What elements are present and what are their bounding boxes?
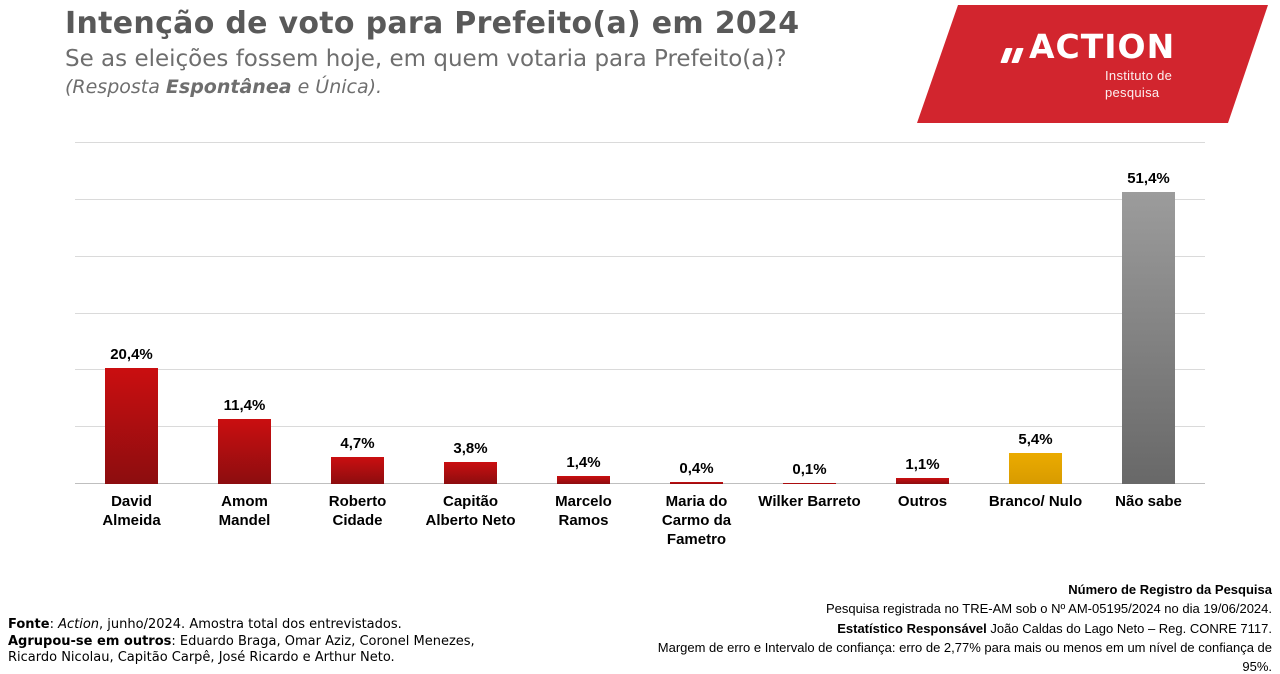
category-label: Roberto Cidade <box>328 493 387 529</box>
source-institute: Action <box>58 617 100 632</box>
gridline <box>75 369 1205 371</box>
source-label: Fonte <box>8 617 50 632</box>
registration-number-line: Pesquisa registrada no TRE-AM sob o Nº A… <box>825 601 1272 617</box>
source-rest: , junho/2024. Amostra total dos entrevis… <box>99 617 402 632</box>
gridline <box>75 312 1205 314</box>
gridline <box>75 426 1205 428</box>
bar <box>444 462 497 484</box>
statistician-name: João Caldas do Lago Neto – Reg. CONRE 71… <box>986 620 1272 636</box>
bar-value-label: 3,8% <box>453 440 488 458</box>
category-label: Maria do Carmo da Fametro <box>661 493 732 548</box>
grouped-others-line: Agrupou-se em outros: Eduardo Braga, Oma… <box>8 634 568 651</box>
gridline <box>75 255 1205 257</box>
grouped-others-label: Agrupou-se em outros <box>8 633 172 649</box>
bar-value-label: 0,1% <box>792 461 827 479</box>
category-label: Marcelo Ramos <box>555 493 612 529</box>
bar-value-label: 0,4% <box>679 459 714 477</box>
plot-area: 20,4% 11,4% 4,7% 3,8% 1,4% 0,4% 0,1% 1,1% 5,4% 51… <box>75 142 1205 484</box>
category-label: David Almeida <box>102 493 161 529</box>
x-axis-line <box>75 483 1205 484</box>
bar <box>783 483 836 484</box>
bar-value-label: 11,4% <box>223 397 266 415</box>
note-bold: Espontânea <box>165 76 292 98</box>
bar <box>331 457 384 484</box>
category-label: Amom Mandel <box>218 493 271 529</box>
bar-value-label: 51,4% <box>1127 169 1170 187</box>
gridline <box>75 142 1205 143</box>
bar <box>1009 453 1062 484</box>
action-logo: ACTION Instituto de pesquisa <box>917 5 1268 123</box>
statistician-line: Estatístico Responsável João Caldas do L… <box>632 619 1272 638</box>
category-label: Wilker Barreto <box>758 493 861 510</box>
logo-tagline: Instituto de pesquisa <box>1105 68 1173 100</box>
bar <box>218 419 271 484</box>
footer-registration: Número de Registro da Pesquisa Pesquisa … <box>632 580 1272 674</box>
grouped-others-names-1: : Eduardo Braga, Omar Aziz, Coronel Mene… <box>171 633 475 649</box>
page-subtitle: Se as eleições fossem hoje, em quem vota… <box>65 46 787 72</box>
note-suffix: e Única). <box>291 76 383 98</box>
statistician-label: Estatístico Responsável <box>837 620 987 636</box>
bar <box>670 481 723 484</box>
page-title: Intenção de voto para Prefeito(a) em 202… <box>65 6 800 41</box>
bar-value-label: 1,1% <box>905 455 940 473</box>
category-label: Branco/ Nulo <box>988 493 1083 510</box>
bar-value-label: 5,4% <box>1018 431 1053 449</box>
gridline <box>75 198 1205 200</box>
footer-source: Fonte: Action, junho/2024. Amostra total… <box>8 617 568 667</box>
logo-brand-name: ACTION <box>1029 27 1176 66</box>
x-axis-labels: David Almeida Amom Mandel Roberto Cidade Ca… <box>75 492 1205 562</box>
category-label: Capitão Alberto Neto <box>425 493 516 529</box>
source-sep: : <box>49 617 59 632</box>
bar-value-label: 20,4% <box>110 346 153 364</box>
bar-value-label: 4,7% <box>340 435 375 453</box>
source-line: Fonte: Action, junho/2024. Amostra total… <box>8 617 568 634</box>
category-label: Outros <box>897 493 948 510</box>
bar <box>105 368 158 484</box>
bar <box>1122 191 1175 484</box>
double-slash-icon <box>1000 48 1027 64</box>
bar-value-label: 1,4% <box>566 454 601 472</box>
category-label: Não sabe <box>1115 493 1182 510</box>
note-prefix: (Resposta <box>65 76 166 98</box>
response-note: (Resposta Espontânea e Única). <box>65 75 915 99</box>
header: Intenção de voto para Prefeito(a) em 202… <box>65 5 915 99</box>
grouped-others-line-2: Ricardo Nicolau, Capitão Carpê, José Ric… <box>8 650 395 665</box>
bar <box>557 476 610 484</box>
registration-title: Número de Registro da Pesquisa <box>1068 582 1272 597</box>
margin-of-error-line: Margem de erro e Intervalo de confiança:… <box>657 639 1272 674</box>
bar <box>896 477 949 484</box>
